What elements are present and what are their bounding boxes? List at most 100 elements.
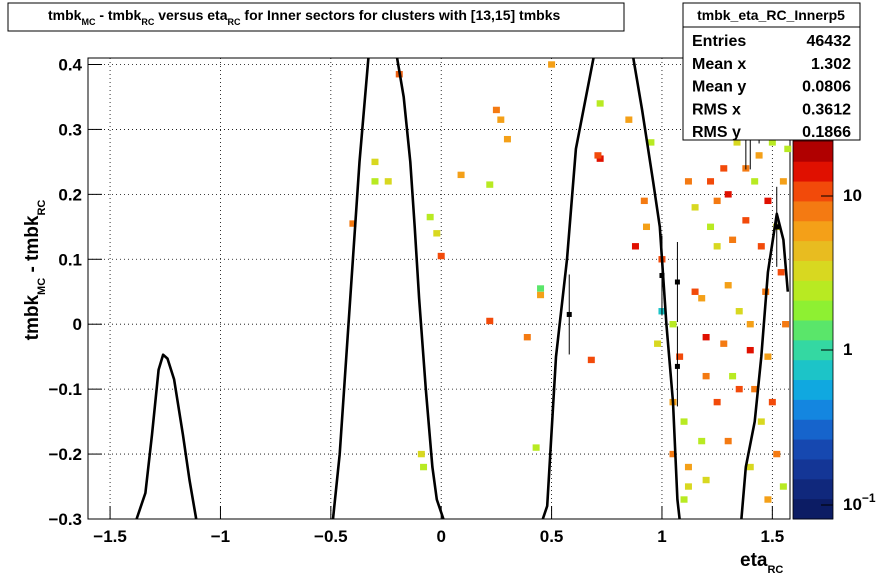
heatmap-cell-47 (707, 178, 715, 185)
heatmap-cell-24 (417, 450, 425, 458)
profile-point-2 (674, 363, 680, 369)
heatmap-cell-6 (596, 155, 604, 162)
colorbar-band-17 (793, 459, 833, 480)
heatmap-cell-22 (587, 356, 595, 364)
heatmap-cell-61 (746, 321, 754, 328)
heatmap-cell-14 (349, 220, 357, 227)
heatmap-cell-23 (532, 444, 540, 451)
heatmap-cell-46 (702, 372, 710, 380)
colorbar-band-1 (793, 141, 833, 163)
heatmap-cell-27 (640, 197, 648, 205)
heatmap-cell-9 (371, 158, 379, 166)
chart-title: tmbkMC - tmbkRC versus etaRC for Inner s… (48, 7, 560, 27)
heatmap-cell-54 (724, 191, 732, 198)
heatmap-cell-39 (684, 483, 692, 490)
x-tick-label-3: 0 (436, 527, 445, 546)
colorbar-band-15 (793, 419, 833, 441)
heatmap-cell-15 (426, 213, 434, 221)
heatmap-cell-18 (537, 285, 545, 292)
stats-label-2: Mean y (692, 79, 746, 96)
heatmap-cell-40 (680, 496, 688, 503)
y-axis-label: tmbkMC - tmbkRC (22, 200, 48, 341)
fit-curve-3 (541, 57, 595, 520)
y-tick-label-2: −0.1 (48, 380, 82, 399)
colorbar-label-1: 1 (843, 340, 852, 359)
heatmap-cell-75 (777, 269, 785, 276)
heatmap-cell-63 (751, 385, 759, 393)
colorbar-band-9 (793, 300, 833, 321)
heatmap-cell-85 (746, 463, 754, 471)
heatmap-cell-82 (698, 437, 706, 445)
heatmap-cell-52 (720, 340, 728, 347)
x-axis: −1.5 −1 −0.5 0 0.5 1 1.5 (93, 506, 784, 546)
stats-value-4: 0.1866 (802, 124, 851, 141)
heatmap-cell-42 (691, 204, 699, 211)
y-tick-label-5: 0.2 (58, 185, 82, 204)
profile-point-0 (659, 273, 665, 279)
colorbar-band-11 (793, 340, 833, 361)
heatmap-cell-8 (625, 116, 633, 123)
heatmap-cell-65 (755, 152, 763, 159)
colorbar-band-18 (793, 479, 833, 500)
stats-label-0: Entries (692, 33, 746, 50)
heatmap-cell-13 (486, 181, 494, 188)
heatmap-cell-34 (676, 353, 684, 360)
heatmap-cell-25 (420, 463, 428, 471)
heatmap-cell-51 (713, 398, 721, 406)
stats-value-3: 0.3612 (802, 101, 851, 118)
profile-point-7 (774, 224, 780, 230)
heatmap-cell-20 (486, 317, 494, 325)
stats-rows: Entries 46432 Mean x 1.302 Mean y 0.0806 RMS x… (692, 33, 851, 141)
y-tick-label-7: 0.4 (58, 55, 82, 74)
title-box (7, 2, 625, 32)
heatmap-cell-1 (548, 61, 556, 68)
profile-point-1 (674, 279, 680, 285)
stats-label-4: RMS y (692, 124, 741, 141)
x-tick-label-6: 1.5 (761, 527, 785, 546)
x-tick-label-1: −1 (211, 527, 230, 546)
y-axis: −0.3 −0.2 −0.1 0 0.1 0.2 0.3 0.4 (48, 55, 102, 529)
heatmap-cell-28 (643, 223, 651, 231)
y-tick-label-1: −0.2 (48, 445, 82, 464)
heatmap-cell-79 (784, 145, 792, 153)
heatmap-cell-78 (782, 321, 790, 328)
color-scale (792, 121, 834, 520)
heatmap-cell-38 (684, 463, 692, 471)
heatmap-cell-69 (764, 197, 772, 205)
x-axis-label: etaRC (740, 550, 783, 576)
heatmap-cell-12 (457, 171, 465, 179)
colorbar-band-2 (793, 161, 833, 183)
heatmap-cell-84 (764, 496, 772, 503)
heatmap-cell-41 (684, 178, 692, 185)
heatmap-cell-48 (707, 223, 715, 231)
colorbar-band-16 (793, 439, 833, 460)
stats-box (682, 2, 861, 141)
stats-label-1: Mean x (692, 56, 746, 73)
heatmap-cell-21 (523, 333, 531, 341)
heatmap-cell-53 (724, 282, 732, 289)
colorbar-band-3 (793, 181, 833, 202)
y-tick-label-3: 0 (73, 315, 82, 334)
colorbar-label-10-exp: 10−1 (843, 491, 876, 514)
y-tick-label-0: −0.3 (48, 510, 82, 529)
heatmap-cell-29 (647, 139, 655, 146)
colorbar-band-10 (793, 320, 833, 341)
heatmap-cell-64 (751, 178, 759, 185)
fit-curve-1 (331, 57, 370, 520)
heatmap-cell-44 (698, 295, 706, 302)
heatmap-cell-74 (773, 450, 781, 458)
heatmap-cell-49 (713, 197, 721, 205)
fit-curve-2 (395, 57, 445, 520)
heatmap-cell-7 (594, 152, 602, 159)
heatmap-cell-11 (384, 178, 392, 185)
stats-value-0: 46432 (807, 33, 852, 50)
heatmap-cell-70 (764, 353, 772, 360)
heatmap-cell-57 (735, 385, 743, 393)
heatmap-cell-55 (729, 236, 737, 244)
heatmap-cell-33 (669, 321, 677, 328)
stats-label-3: RMS x (692, 101, 741, 118)
heatmap-cell-60 (742, 217, 750, 224)
heatmap-cell-72 (768, 398, 776, 406)
